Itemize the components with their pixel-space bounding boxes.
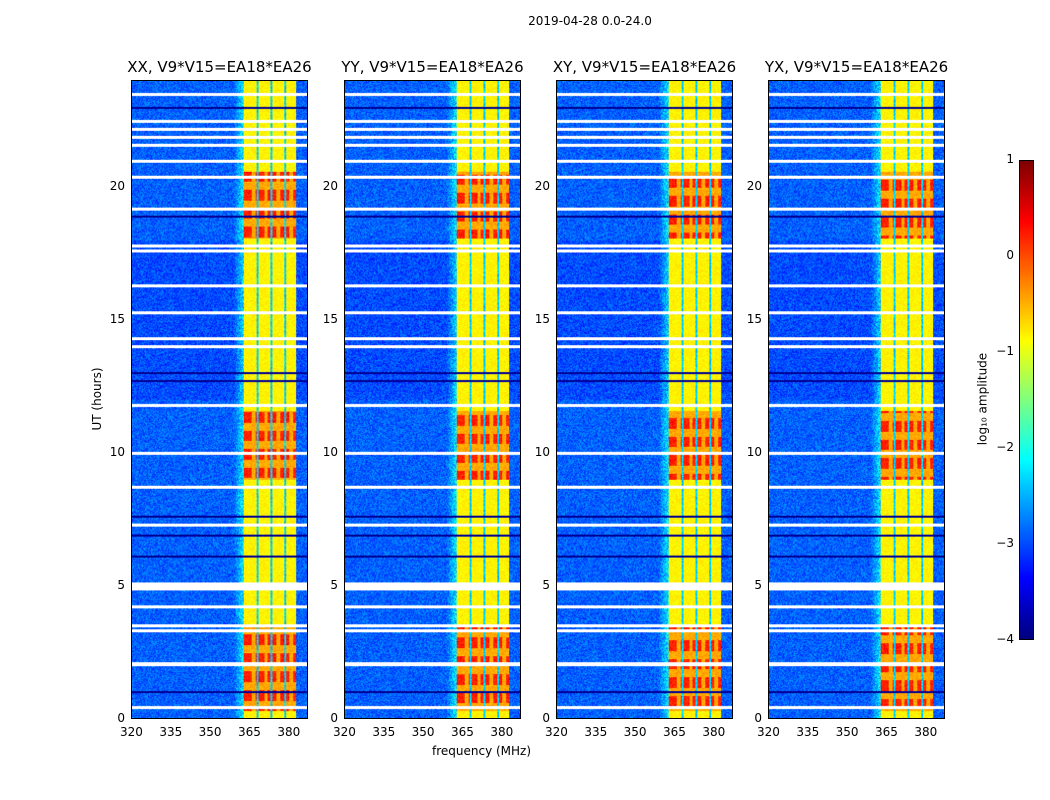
figure-title: 2019-04-28 0.0-24.0 [528, 14, 652, 28]
panel-title: XX, V9*V15=EA18*EA26 [127, 58, 312, 76]
x-tick-label: 365 [238, 725, 261, 739]
x-tick-label: 380 [914, 725, 938, 739]
y-tick-label: 20 [109, 178, 125, 193]
heatmap-cells [557, 81, 732, 718]
colorbar-tick-label: −3 [996, 536, 1014, 550]
colorbar-tick-label: 0 [1006, 248, 1014, 262]
y-tick-label: 10 [746, 444, 762, 459]
x-tick-label: 350 [835, 725, 859, 739]
heatmap-cells [345, 81, 520, 718]
x-tick-label: 335 [584, 725, 608, 739]
panel-title: XY, V9*V15=EA18*EA26 [552, 58, 737, 76]
x-tick-label: 365 [663, 725, 686, 739]
x-tick-label: 380 [490, 725, 514, 739]
heatmap-panel-1 [344, 80, 521, 719]
y-tick-label: 10 [534, 444, 550, 459]
x-tick-label: 320 [333, 725, 356, 739]
y-tick-label: 5 [754, 577, 762, 592]
x-tick-label: 320 [545, 725, 568, 739]
y-tick-label: 20 [746, 178, 762, 193]
y-tick-label: 5 [117, 577, 125, 592]
x-tick-label: 380 [277, 725, 301, 739]
y-tick-label: 0 [330, 711, 338, 725]
colorbar-tick-label: 1 [1006, 152, 1014, 166]
y-tick-label: 20 [534, 178, 550, 193]
y-tick-label: 5 [330, 577, 338, 592]
x-tick-label: 350 [411, 725, 435, 739]
heatmap-panel-3 [768, 80, 945, 719]
y-tick-label: 15 [322, 311, 338, 326]
colorbar [1019, 160, 1034, 640]
panel-title: YY, V9*V15=EA18*EA26 [341, 58, 524, 76]
y-tick-label: 0 [754, 711, 762, 725]
x-tick-label: 320 [757, 725, 780, 739]
colorbar-label: log₁₀ amplitude [975, 352, 990, 446]
x-tick-label: 350 [198, 725, 222, 739]
x-axis-label: frequency (MHz) [432, 744, 532, 758]
heatmap-panel-2 [556, 80, 733, 719]
x-tick-label: 335 [372, 725, 396, 739]
x-tick-label: 380 [702, 725, 726, 739]
x-tick-label: 335 [159, 725, 183, 739]
y-tick-label: 0 [117, 711, 125, 725]
y-tick-label: 20 [322, 178, 338, 193]
y-tick-label: 15 [109, 311, 125, 326]
y-tick-label: 15 [746, 311, 762, 326]
y-tick-label: 10 [322, 444, 338, 459]
x-tick-label: 350 [623, 725, 647, 739]
y-tick-label: 10 [109, 444, 125, 459]
panel-title: YX, V9*V15=EA18*EA26 [764, 58, 949, 76]
heatmap-cells [132, 81, 307, 718]
y-tick-label: 5 [542, 577, 550, 592]
heatmap-panel-0 [131, 80, 308, 719]
colorbar-tick-label: −4 [996, 632, 1014, 646]
x-tick-label: 320 [120, 725, 143, 739]
colorbar-tick-label: −1 [996, 344, 1014, 358]
x-tick-label: 365 [451, 725, 474, 739]
y-axis-label: UT (hours) [90, 367, 104, 431]
x-tick-label: 335 [796, 725, 820, 739]
colorbar-tick-label: −2 [996, 440, 1014, 454]
heatmap-cells [769, 81, 944, 718]
y-tick-label: 0 [542, 711, 550, 725]
x-tick-label: 365 [875, 725, 898, 739]
y-tick-label: 15 [534, 311, 550, 326]
